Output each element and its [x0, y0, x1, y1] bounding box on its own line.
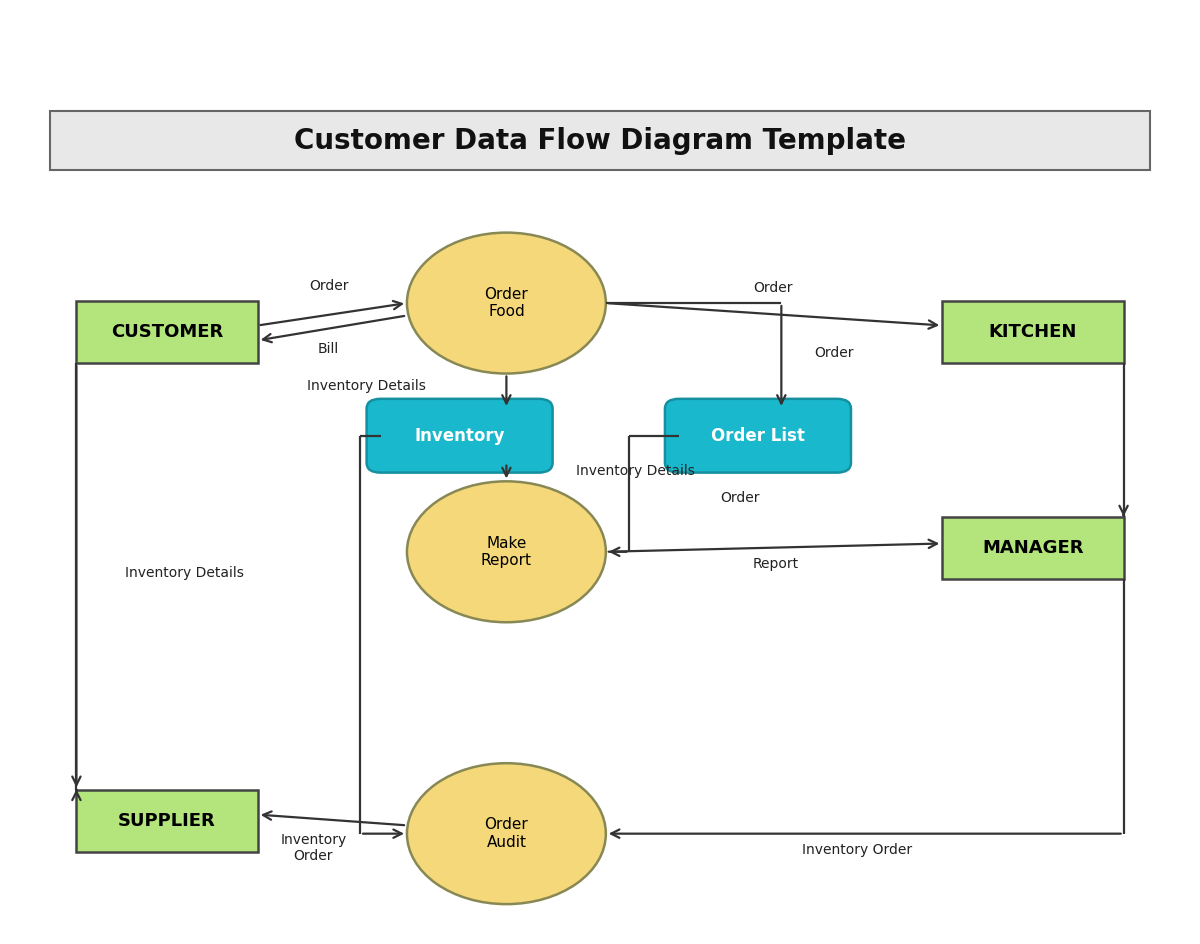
Ellipse shape — [407, 763, 606, 904]
Text: Bill: Bill — [318, 342, 340, 356]
Text: MANAGER: MANAGER — [982, 539, 1084, 557]
FancyBboxPatch shape — [77, 301, 258, 363]
FancyBboxPatch shape — [50, 110, 1150, 171]
Text: Inventory Order: Inventory Order — [803, 843, 912, 857]
Text: Order: Order — [815, 346, 853, 360]
Text: Order
Food: Order Food — [485, 287, 528, 319]
Text: Customer Data Flow Diagram Template: Customer Data Flow Diagram Template — [294, 126, 906, 155]
Text: Inventory Details: Inventory Details — [125, 565, 244, 580]
Text: Order
Audit: Order Audit — [485, 818, 528, 850]
Text: Inventory: Inventory — [414, 427, 505, 445]
Text: Inventory
Order: Inventory Order — [281, 833, 347, 863]
Text: Inventory Details: Inventory Details — [306, 379, 426, 393]
Text: SUPPLIER: SUPPLIER — [119, 812, 216, 830]
FancyBboxPatch shape — [942, 516, 1123, 579]
Text: Make
Report: Make Report — [481, 535, 532, 568]
FancyBboxPatch shape — [942, 301, 1123, 363]
FancyBboxPatch shape — [366, 398, 553, 473]
Text: KITCHEN: KITCHEN — [989, 323, 1078, 341]
Text: Order: Order — [308, 279, 348, 294]
Ellipse shape — [407, 481, 606, 622]
Text: Report: Report — [752, 557, 798, 571]
FancyBboxPatch shape — [665, 398, 851, 473]
Text: Order: Order — [754, 281, 793, 295]
Text: Order: Order — [721, 491, 760, 505]
Text: CUSTOMER: CUSTOMER — [110, 323, 223, 341]
Ellipse shape — [407, 232, 606, 374]
FancyBboxPatch shape — [77, 790, 258, 852]
Text: Order List: Order List — [712, 427, 805, 445]
Text: Inventory Details: Inventory Details — [576, 464, 695, 478]
